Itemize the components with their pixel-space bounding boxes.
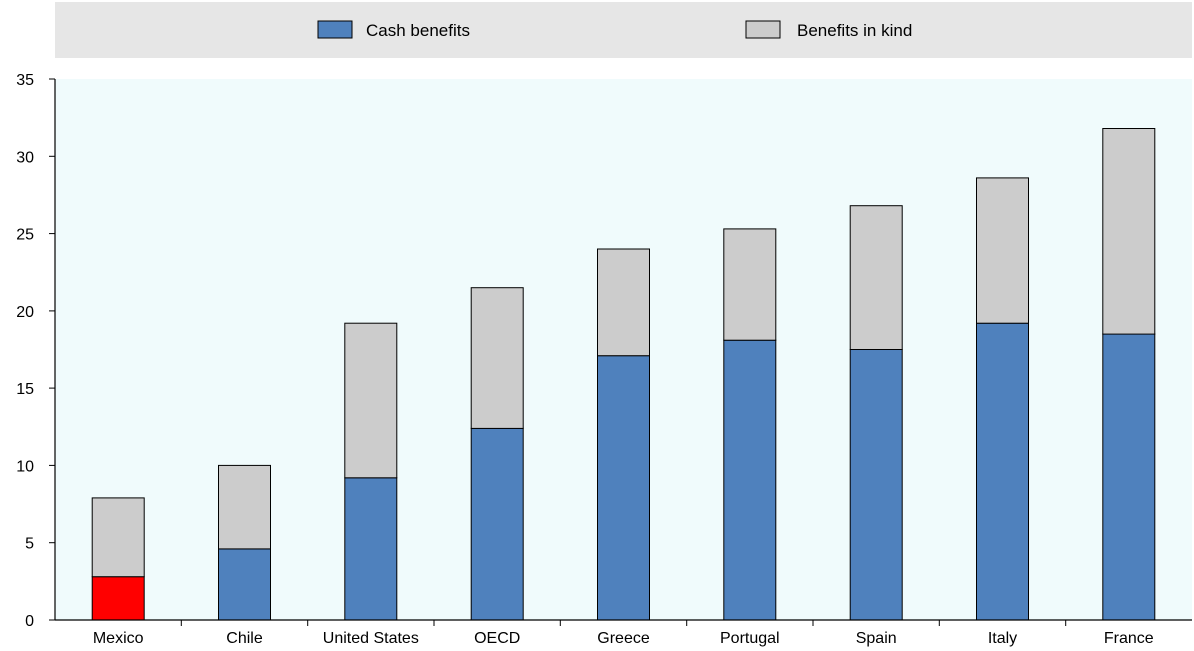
x-tick-label-portugal: Portugal <box>720 630 780 647</box>
x-tick-label-mexico: Mexico <box>93 630 144 647</box>
y-tick-label-0: 0 <box>25 613 34 630</box>
x-tick-label-united-states: United States <box>323 630 419 647</box>
legend: Cash benefits Benefits in kind <box>317 20 912 40</box>
bar-united-states-cash-benefits <box>344 477 398 621</box>
bar-france-benefits-in-kind <box>1102 128 1156 335</box>
bar-spain-cash-benefits <box>849 349 903 621</box>
x-tick-label-oecd: OECD <box>474 630 520 647</box>
y-axis-ticks: 0 5 10 15 20 25 30 35 <box>16 72 55 630</box>
bar-italy-benefits-in-kind <box>976 177 1029 324</box>
legend-background <box>55 2 1192 58</box>
y-tick-label-10: 10 <box>16 458 34 475</box>
bar-spain-benefits-in-kind <box>849 205 903 350</box>
y-tick-label-25: 25 <box>16 227 34 244</box>
y-tick-label-20: 20 <box>16 304 34 321</box>
x-tick-label-spain: Spain <box>856 630 897 647</box>
bar-france-cash-benefits <box>1102 333 1156 621</box>
bar-mexico-benefits-in-kind <box>91 497 145 578</box>
bar-italy-cash-benefits <box>976 322 1029 621</box>
y-tick-label-30: 30 <box>16 149 34 166</box>
bar-greece-benefits-in-kind <box>597 248 650 357</box>
bar-portugal-cash-benefits <box>723 339 777 621</box>
bar-united-states-benefits-in-kind <box>344 322 398 479</box>
legend-swatch-cash-benefits <box>317 20 353 39</box>
legend-label-cash-benefits: Cash benefits <box>366 21 470 40</box>
legend-label-benefits-in-kind: Benefits in kind <box>797 21 912 40</box>
y-tick-label-5: 5 <box>25 536 34 553</box>
bar-oecd-cash-benefits <box>470 427 524 621</box>
x-axis-ticks: Mexico Chile United States OECD Greece Portug… <box>93 620 1154 647</box>
x-tick-label-greece: Greece <box>597 630 650 647</box>
bar-mexico-cash-benefits <box>91 576 145 621</box>
y-tick-label-35: 35 <box>16 72 34 89</box>
bar-chile-benefits-in-kind <box>218 464 271 550</box>
bar-chile-cash-benefits <box>218 548 271 621</box>
bar-oecd-benefits-in-kind <box>470 287 524 429</box>
bar-greece-cash-benefits <box>597 355 650 621</box>
x-tick-label-italy: Italy <box>988 630 1017 647</box>
x-tick-label-france: France <box>1104 630 1154 647</box>
bar-portugal-benefits-in-kind <box>723 228 777 341</box>
y-tick-label-15: 15 <box>16 381 34 398</box>
x-tick-label-chile: Chile <box>226 630 263 647</box>
legend-swatch-benefits-in-kind <box>745 20 781 39</box>
bars <box>91 128 1156 621</box>
